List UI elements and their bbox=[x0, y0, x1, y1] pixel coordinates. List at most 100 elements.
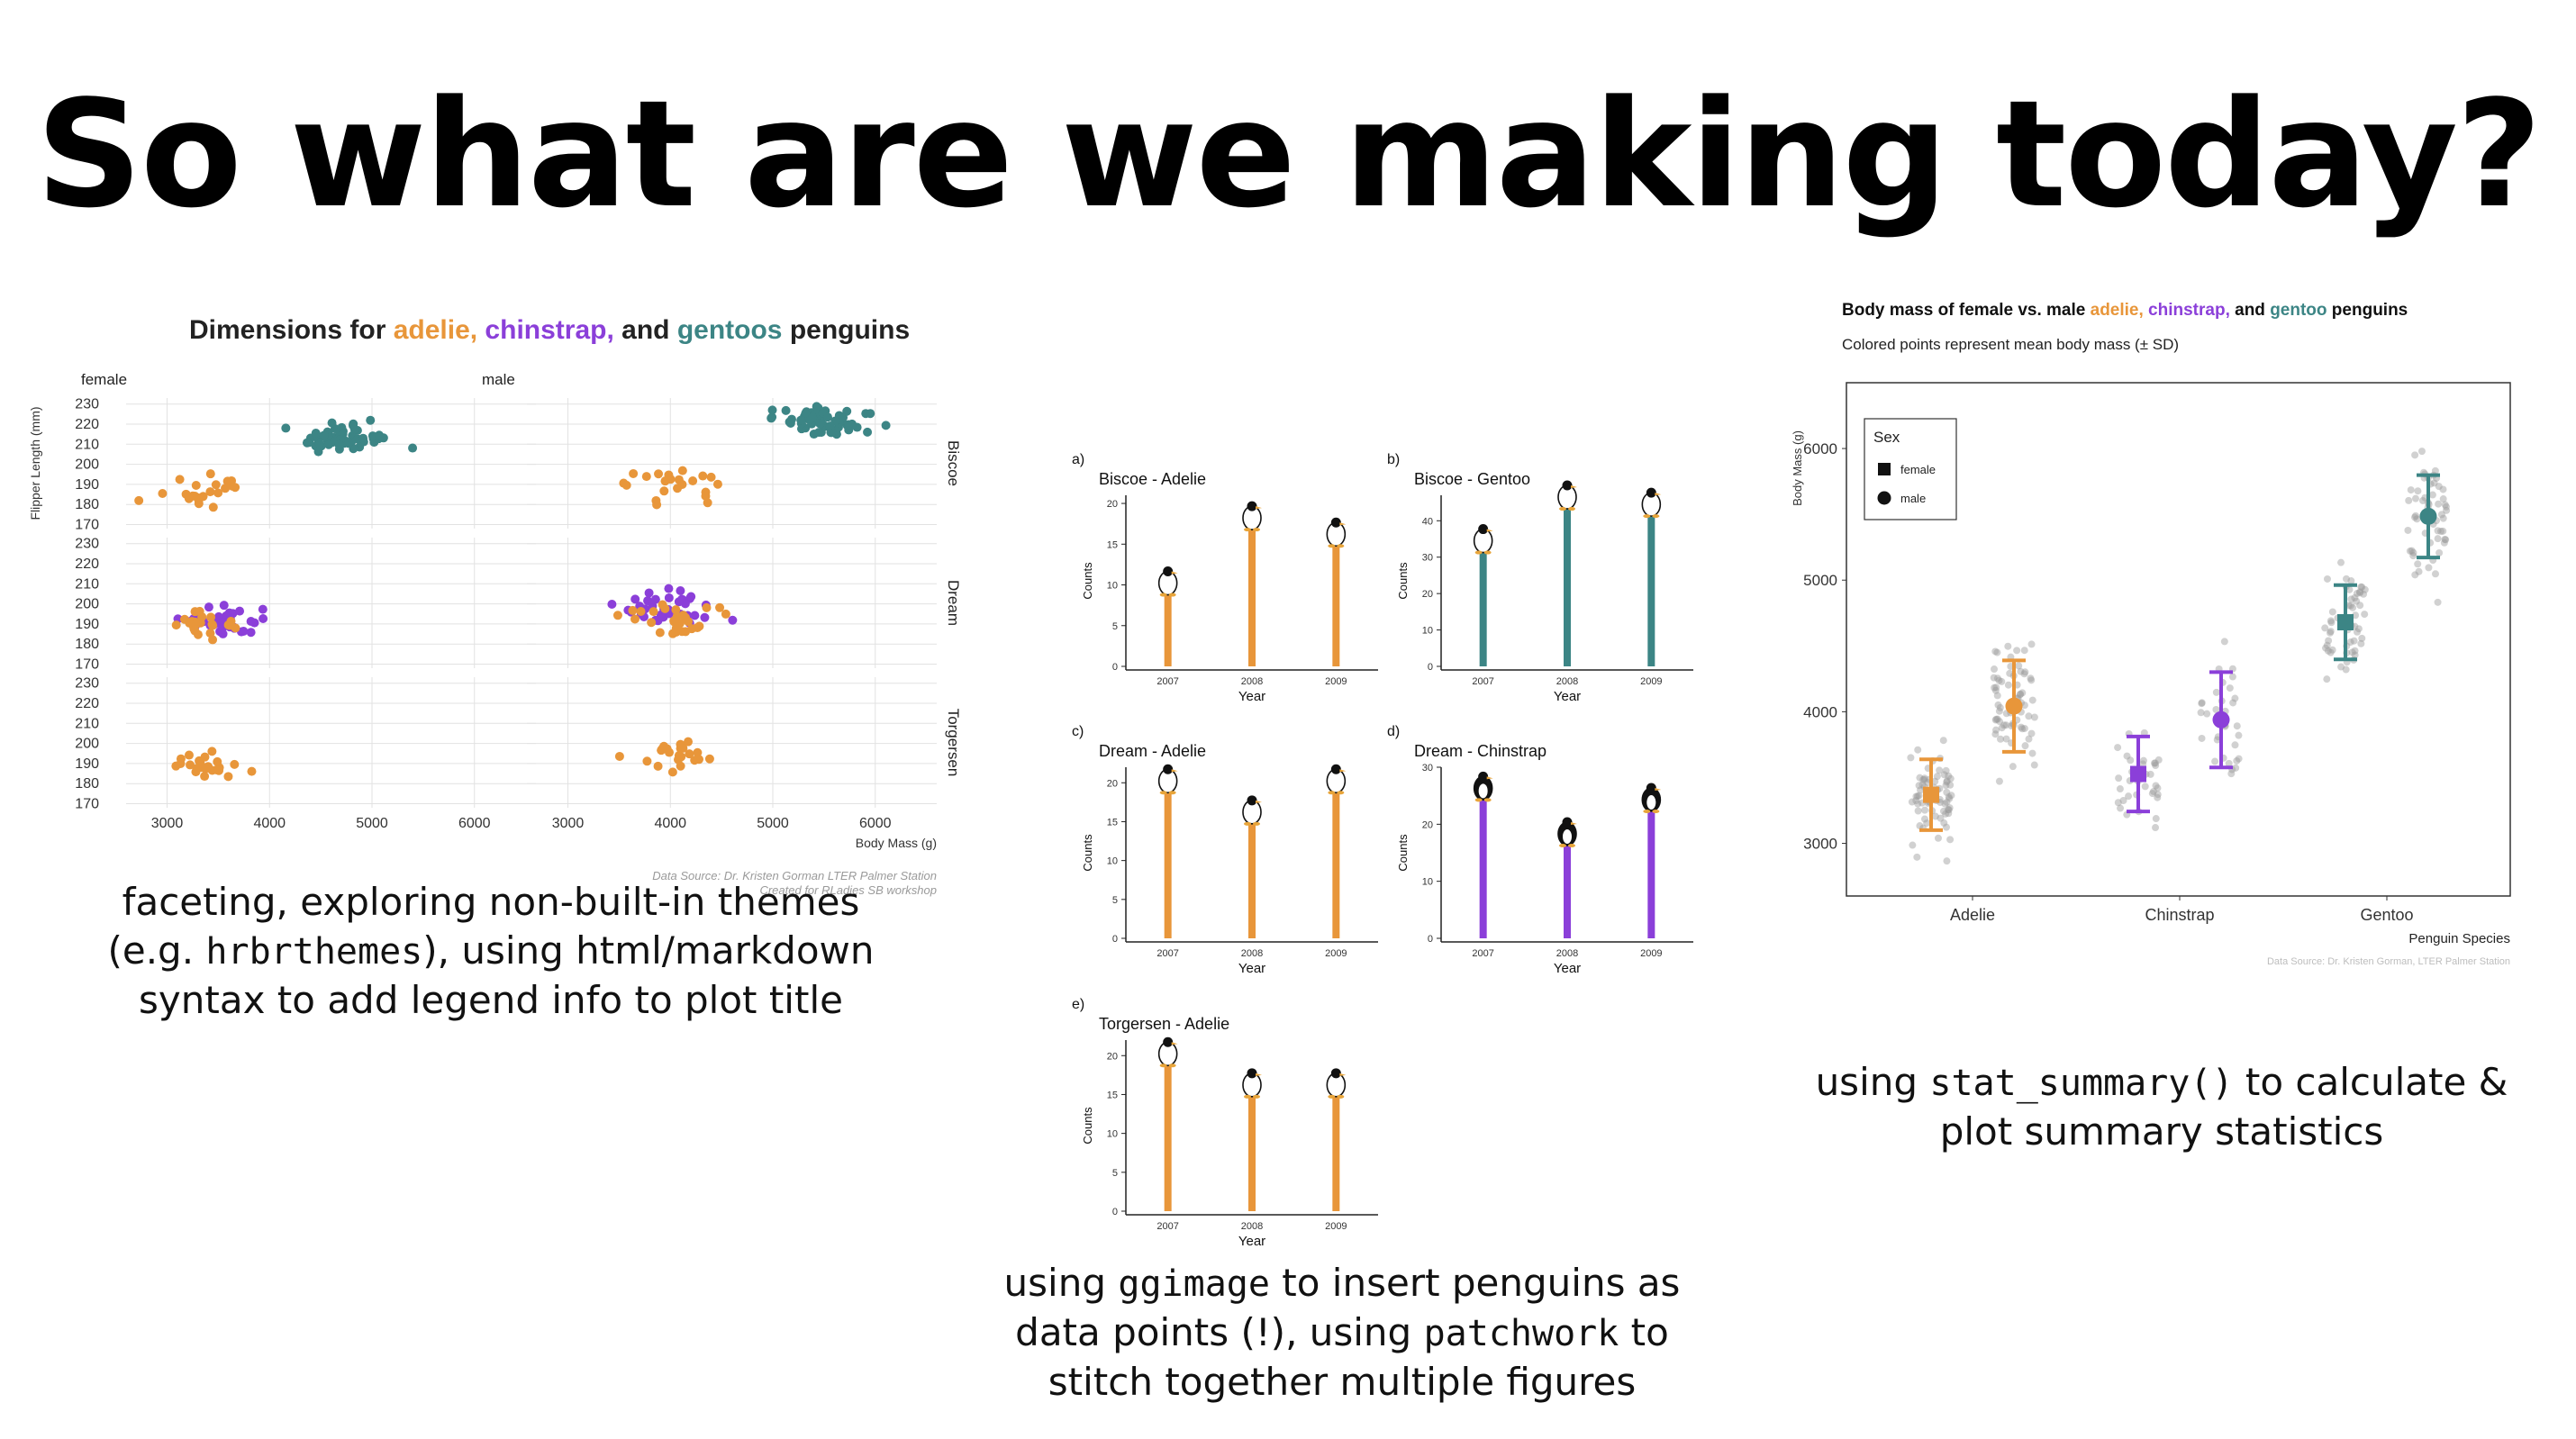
penguin-foot bbox=[1643, 810, 1651, 813]
facet-point-adelie bbox=[693, 623, 703, 633]
bar-panel-d-y-tick-label: 30 bbox=[1422, 763, 1433, 774]
bar-panel-c-x-tick-label: 2009 bbox=[1325, 948, 1347, 959]
bar-panel-b-bar bbox=[1479, 542, 1487, 666]
summary-raw-point bbox=[1994, 701, 2002, 709]
summary-raw-point bbox=[2227, 770, 2236, 778]
facet-chart-title-part-5: penguins bbox=[782, 315, 910, 345]
penguin-beak bbox=[1339, 522, 1347, 526]
body-mass-summary-chart: Body mass of female vs. male adelie, chi… bbox=[1791, 301, 2511, 967]
penguin-belly bbox=[1563, 829, 1572, 844]
facet-point-adelie bbox=[181, 489, 191, 499]
caption-left-line2-pre: (e.g. bbox=[107, 928, 206, 973]
bar-panel-d-tag: d) bbox=[1387, 724, 1400, 739]
summary-raw-point bbox=[1992, 726, 2000, 734]
summary-raw-point bbox=[2013, 647, 2021, 655]
summary-raw-point bbox=[2027, 640, 2036, 648]
facet-point-adelie bbox=[685, 749, 694, 759]
summary-raw-point bbox=[2030, 761, 2038, 769]
facet-point-gentoo bbox=[319, 430, 329, 440]
summary-raw-point bbox=[1920, 815, 1928, 823]
facet-y-tick-label: 180 bbox=[75, 637, 99, 652]
summary-raw-point bbox=[2357, 639, 2365, 647]
facet-point-adelie bbox=[191, 620, 201, 629]
penguin-beak bbox=[1571, 485, 1577, 489]
summary-raw-point bbox=[1993, 648, 2001, 656]
caption-middle-line3: stitch together multiple figures bbox=[1048, 1360, 1637, 1404]
summary-raw-point bbox=[2149, 787, 2157, 795]
penguin-foot bbox=[1168, 1063, 1176, 1068]
facet-x-tick-label: 3000 bbox=[552, 816, 585, 831]
summary-raw-point bbox=[2154, 756, 2163, 764]
facet-chart-title-part-2: chinstrap, bbox=[477, 315, 614, 345]
bar-panel-b-y-tick-label: 30 bbox=[1422, 553, 1433, 564]
penguin-belly bbox=[1478, 536, 1488, 551]
summary-raw-point bbox=[2323, 641, 2331, 649]
summary-raw-point bbox=[2353, 628, 2361, 636]
facet-point-gentoo bbox=[781, 405, 791, 415]
penguin-belly bbox=[1247, 807, 1256, 822]
summary-raw-point bbox=[2017, 667, 2025, 675]
facet-point-gentoo bbox=[825, 421, 835, 431]
summary-raw-point bbox=[2435, 500, 2443, 508]
summary-legend-item-male: male bbox=[1900, 492, 1926, 505]
penguin-head bbox=[1562, 817, 1573, 828]
caption-left-line2-post: ), using html/markdown bbox=[422, 928, 875, 973]
summary-raw-point bbox=[2150, 759, 2158, 767]
facet-point-chinstrap bbox=[664, 593, 674, 602]
facet-point-adelie bbox=[704, 754, 714, 764]
summary-raw-point bbox=[1996, 718, 2004, 726]
summary-raw-point bbox=[2358, 583, 2366, 591]
summary-raw-point bbox=[2411, 494, 2419, 502]
summary-x-tick-label: Adelie bbox=[1950, 906, 1995, 924]
summary-raw-point bbox=[2123, 752, 2131, 760]
summary-legend-title: Sex bbox=[1873, 429, 1900, 446]
bar-panel-b-x-tick-label: 2008 bbox=[1556, 676, 1578, 687]
facet-point-gentoo bbox=[866, 409, 875, 419]
summary-raw-point bbox=[2434, 535, 2442, 543]
facet-point-adelie bbox=[669, 617, 679, 627]
facet-point-adelie bbox=[647, 618, 657, 628]
summary-chart-subtitle: Colored points represent mean body mass … bbox=[1842, 336, 2179, 353]
penguin-belly bbox=[1163, 1049, 1173, 1064]
summary-raw-point bbox=[2018, 725, 2027, 733]
bar-panel-b-y-axis-label: Counts bbox=[1396, 562, 1410, 600]
slide-title: So what are we making today? bbox=[35, 68, 2542, 240]
bar-panel-c-y-tick-label: 15 bbox=[1107, 817, 1118, 828]
caption-right-line1-post: to calculate & bbox=[2233, 1060, 2508, 1104]
facet-x-tick-label: 6000 bbox=[458, 816, 491, 831]
penguin-beak bbox=[1571, 822, 1577, 825]
caption-right-line2: plot summary statistics bbox=[1939, 1109, 2384, 1154]
summary-raw-point bbox=[2323, 575, 2331, 583]
summary-chart-title-part-3: and bbox=[2230, 301, 2270, 320]
summary-raw-point bbox=[2018, 689, 2027, 697]
bar-panel-e-bar bbox=[1248, 1086, 1256, 1211]
summary-raw-point bbox=[2119, 796, 2127, 804]
facet-point-adelie bbox=[688, 476, 698, 486]
facet-point-adelie bbox=[629, 468, 639, 478]
summary-raw-point bbox=[1946, 794, 1954, 802]
penguin-beak bbox=[1655, 493, 1662, 496]
summary-raw-point bbox=[2437, 511, 2445, 519]
caption-middle-line1: using ggimage to insert penguins as bbox=[919, 1259, 1765, 1308]
bar-panel-d-penguin-marker bbox=[1641, 783, 1662, 813]
summary-raw-point bbox=[1945, 806, 1953, 814]
facet-y-tick-label: 230 bbox=[75, 397, 99, 412]
facet-point-adelie bbox=[213, 756, 222, 766]
facet-chart-title: Dimensions for adelie, chinstrap, and ge… bbox=[189, 315, 910, 345]
summary-raw-point bbox=[2146, 770, 2154, 778]
facet-point-adelie bbox=[211, 480, 221, 490]
summary-raw-point bbox=[2411, 571, 2419, 579]
facet-point-adelie bbox=[667, 767, 677, 777]
summary-raw-point bbox=[2356, 588, 2364, 596]
facet-point-adelie bbox=[677, 466, 687, 475]
summary-raw-point bbox=[1907, 754, 1915, 762]
bar-panel-b-tag: b) bbox=[1387, 452, 1400, 467]
bar-panel-d-y-tick-label: 10 bbox=[1422, 877, 1433, 888]
facet-y-tick-label: 230 bbox=[75, 676, 99, 692]
penguin-beak bbox=[1486, 529, 1493, 532]
bar-panel-c-penguin-marker bbox=[1157, 764, 1178, 795]
bar-panel-b-x-tick-label: 2009 bbox=[1640, 676, 1662, 687]
bar-panel-c-x-axis-label: Year bbox=[1238, 961, 1265, 976]
summary-raw-point bbox=[1913, 792, 1921, 801]
summary-raw-point bbox=[2030, 713, 2038, 721]
